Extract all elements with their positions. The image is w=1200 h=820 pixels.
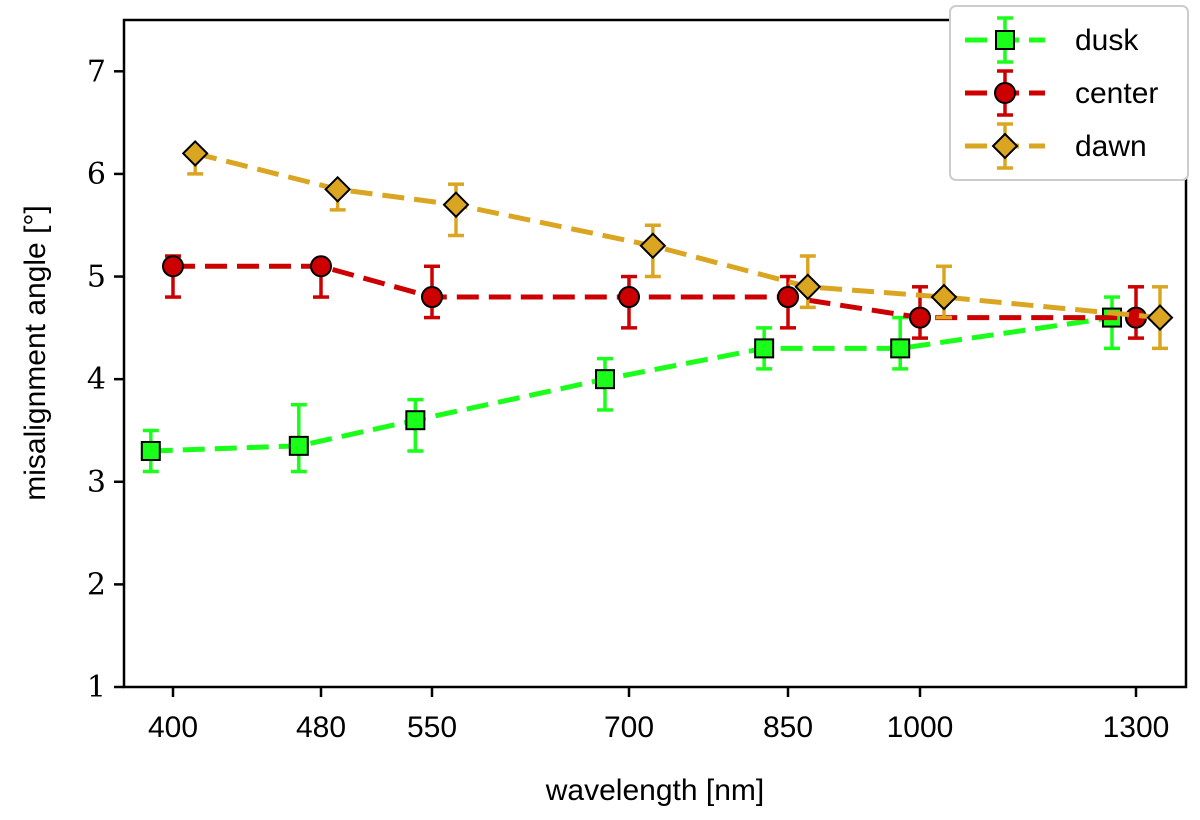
x-tick-label: 700 bbox=[604, 711, 654, 744]
legend-label: center bbox=[1075, 77, 1158, 110]
data-point bbox=[794, 273, 822, 301]
data-point bbox=[140, 440, 161, 461]
data-point bbox=[777, 286, 799, 309]
plot-series bbox=[140, 139, 1174, 474]
y-tick-label: 7 bbox=[87, 54, 106, 89]
data-point bbox=[909, 306, 931, 329]
y-tick-label: 4 bbox=[87, 362, 106, 397]
data-point bbox=[421, 286, 443, 309]
y-tick-label: 1 bbox=[87, 670, 106, 705]
legend-item-dusk: dusk bbox=[965, 16, 1139, 64]
legend-marker bbox=[991, 132, 1019, 160]
series-line bbox=[150, 315, 1113, 454]
legend-item-center: center bbox=[965, 69, 1158, 117]
x-tick-label: 1000 bbox=[887, 711, 954, 744]
data-point bbox=[405, 410, 426, 431]
x-tick-label: 1300 bbox=[1103, 711, 1170, 744]
data-point bbox=[930, 283, 958, 311]
data-point bbox=[288, 435, 309, 456]
y-axis-label: misalignment angle [°] bbox=[19, 205, 52, 500]
legend-marker bbox=[994, 82, 1016, 104]
x-axis: 400 480 550 700 850 1000 1300 bbox=[148, 687, 1169, 744]
data-point bbox=[754, 338, 775, 359]
y-tick-label: 3 bbox=[87, 465, 106, 500]
legend: dusk center dawn bbox=[949, 5, 1189, 181]
x-axis-label: wavelength [nm] bbox=[545, 774, 764, 807]
x-tick-label: 480 bbox=[296, 711, 346, 744]
y-tick-label: 5 bbox=[87, 260, 106, 295]
y-tick-label: 2 bbox=[87, 567, 106, 602]
plot-frame bbox=[122, 18, 1188, 689]
legend-item-dawn: dawn bbox=[965, 122, 1147, 170]
data-point bbox=[162, 255, 184, 278]
data-point bbox=[181, 139, 209, 167]
data-point bbox=[639, 232, 667, 260]
x-tick-label: 400 bbox=[148, 711, 198, 744]
series-center bbox=[162, 254, 1147, 340]
data-point bbox=[442, 191, 470, 219]
data-point bbox=[324, 175, 352, 203]
y-tick-label: 6 bbox=[87, 157, 106, 192]
x-tick-label: 550 bbox=[407, 711, 457, 744]
data-point bbox=[1146, 304, 1174, 331]
data-point bbox=[310, 255, 332, 278]
legend-marker bbox=[995, 30, 1015, 50]
legend-label: dawn bbox=[1075, 130, 1147, 163]
series-dawn bbox=[181, 139, 1174, 351]
data-point bbox=[595, 369, 615, 390]
y-axis: 1 2 3 4 5 6 7 bbox=[87, 54, 124, 705]
legend-label: dusk bbox=[1075, 24, 1139, 57]
series-dusk bbox=[140, 295, 1122, 474]
data-point bbox=[890, 338, 911, 359]
x-tick-label: 850 bbox=[763, 711, 813, 744]
data-point bbox=[618, 286, 640, 309]
